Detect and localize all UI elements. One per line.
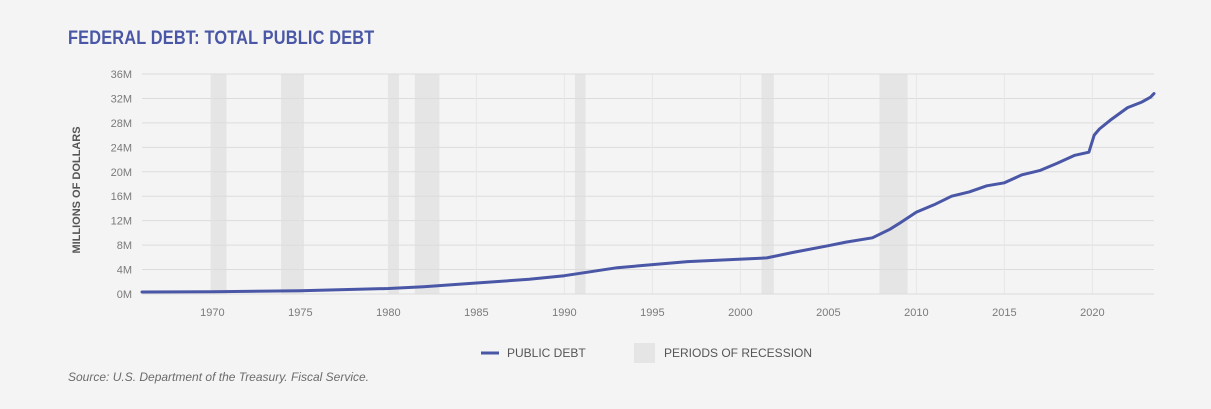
y-tick-label: 20M <box>111 167 132 179</box>
y-tick-label: 4M <box>117 265 132 277</box>
y-tick-label: 24M <box>111 142 132 154</box>
source-note: Source: U.S. Department of the Treasury.… <box>68 370 369 384</box>
legend-swatch-recession <box>634 343 655 363</box>
series-line-public-debt <box>140 92 1156 294</box>
recession-band-4 <box>574 74 586 294</box>
y-tick-label: 16M <box>111 191 132 203</box>
recession-band-6 <box>879 74 908 294</box>
x-tick-label: 2005 <box>816 307 840 319</box>
recession-band-1 <box>281 74 304 294</box>
y-tick-label: 8M <box>117 240 132 252</box>
recession-band-3 <box>414 74 440 294</box>
y-axis-label: MILLIONS OF DOLLARS <box>71 126 83 253</box>
y-tick-label: 12M <box>111 216 132 228</box>
y-tick-label: 36M <box>111 69 132 81</box>
x-tick-label: 1990 <box>552 307 576 319</box>
x-tick-label: 1995 <box>640 307 664 319</box>
series-public-debt <box>140 92 1156 294</box>
x-tick-label: 2015 <box>992 307 1016 319</box>
y-tick-label: 28M <box>111 118 132 130</box>
x-tick-label: 1980 <box>376 307 400 319</box>
recession-band-2 <box>388 74 399 294</box>
y-tick-label: 0M <box>117 289 132 301</box>
x-tick-label: 1985 <box>464 307 488 319</box>
x-axis-ticks: 1970 1975 1980 1985 1990 1995 2000 2005 2010 2015… <box>200 307 1104 319</box>
legend-label-public-debt: PUBLIC DEBT <box>507 346 586 360</box>
x-tick-label: 1970 <box>200 307 224 319</box>
x-tick-label: 2010 <box>904 307 928 319</box>
recession-band-5 <box>761 74 774 294</box>
recession-bands <box>210 74 908 294</box>
y-axis-ticks: 0M 4M 8M 12M 16M 20M 24M 28M 32M 36M <box>111 69 132 301</box>
x-tick-label: 2020 <box>1080 307 1104 319</box>
recession-band-0 <box>210 74 227 294</box>
x-tick-label: 1975 <box>288 307 312 319</box>
legend-label-recession: PERIODS OF RECESSION <box>664 346 812 360</box>
y-tick-label: 32M <box>111 93 132 105</box>
legend: PUBLIC DEBT PERIODS OF RECESSION <box>481 343 812 363</box>
chart-title: FEDERAL DEBT: TOTAL PUBLIC DEBT <box>68 28 375 49</box>
x-tick-label: 2000 <box>728 307 752 319</box>
